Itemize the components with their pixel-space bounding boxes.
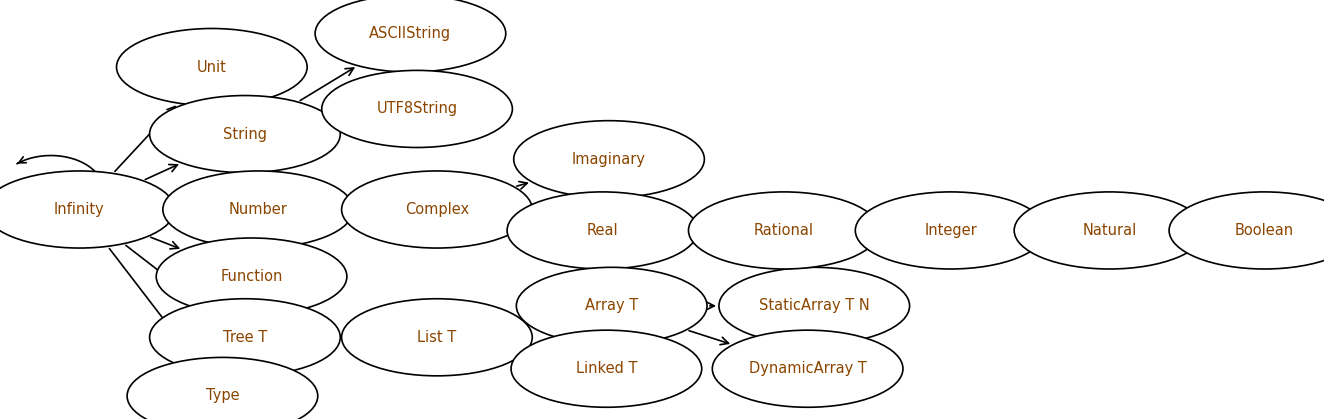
Ellipse shape xyxy=(342,171,532,248)
Text: Real: Real xyxy=(587,223,618,238)
Text: Array T: Array T xyxy=(585,298,638,313)
Text: String: String xyxy=(222,127,267,142)
Text: Complex: Complex xyxy=(405,202,469,217)
Ellipse shape xyxy=(1169,192,1324,269)
Text: Infinity: Infinity xyxy=(54,202,105,217)
Text: ASCIIString: ASCIIString xyxy=(369,26,451,41)
Ellipse shape xyxy=(127,357,318,419)
Ellipse shape xyxy=(1014,192,1205,269)
Ellipse shape xyxy=(712,330,903,407)
Ellipse shape xyxy=(322,70,512,147)
Ellipse shape xyxy=(855,192,1046,269)
Ellipse shape xyxy=(150,96,340,173)
Ellipse shape xyxy=(315,0,506,72)
Text: Natural: Natural xyxy=(1083,223,1136,238)
Text: StaticArray T N: StaticArray T N xyxy=(759,298,870,313)
Text: Imaginary: Imaginary xyxy=(572,152,646,167)
Text: Integer: Integer xyxy=(924,223,977,238)
Ellipse shape xyxy=(342,299,532,376)
Text: UTF8String: UTF8String xyxy=(376,101,458,116)
Ellipse shape xyxy=(719,267,910,344)
Ellipse shape xyxy=(514,121,704,198)
Ellipse shape xyxy=(117,28,307,106)
Text: Unit: Unit xyxy=(197,59,226,75)
Ellipse shape xyxy=(516,267,707,344)
Text: Type: Type xyxy=(205,388,240,403)
Ellipse shape xyxy=(511,330,702,407)
Ellipse shape xyxy=(507,192,698,269)
Text: DynamicArray T: DynamicArray T xyxy=(748,361,867,376)
Text: List T: List T xyxy=(417,330,457,345)
Text: Rational: Rational xyxy=(753,223,814,238)
Text: Linked T: Linked T xyxy=(576,361,637,376)
Ellipse shape xyxy=(163,171,354,248)
Text: Tree T: Tree T xyxy=(222,330,267,345)
Ellipse shape xyxy=(156,238,347,315)
Ellipse shape xyxy=(150,299,340,376)
Ellipse shape xyxy=(0,171,175,248)
Text: Function: Function xyxy=(220,269,283,284)
Ellipse shape xyxy=(688,192,879,269)
Text: Boolean: Boolean xyxy=(1235,223,1294,238)
Text: Number: Number xyxy=(229,202,287,217)
